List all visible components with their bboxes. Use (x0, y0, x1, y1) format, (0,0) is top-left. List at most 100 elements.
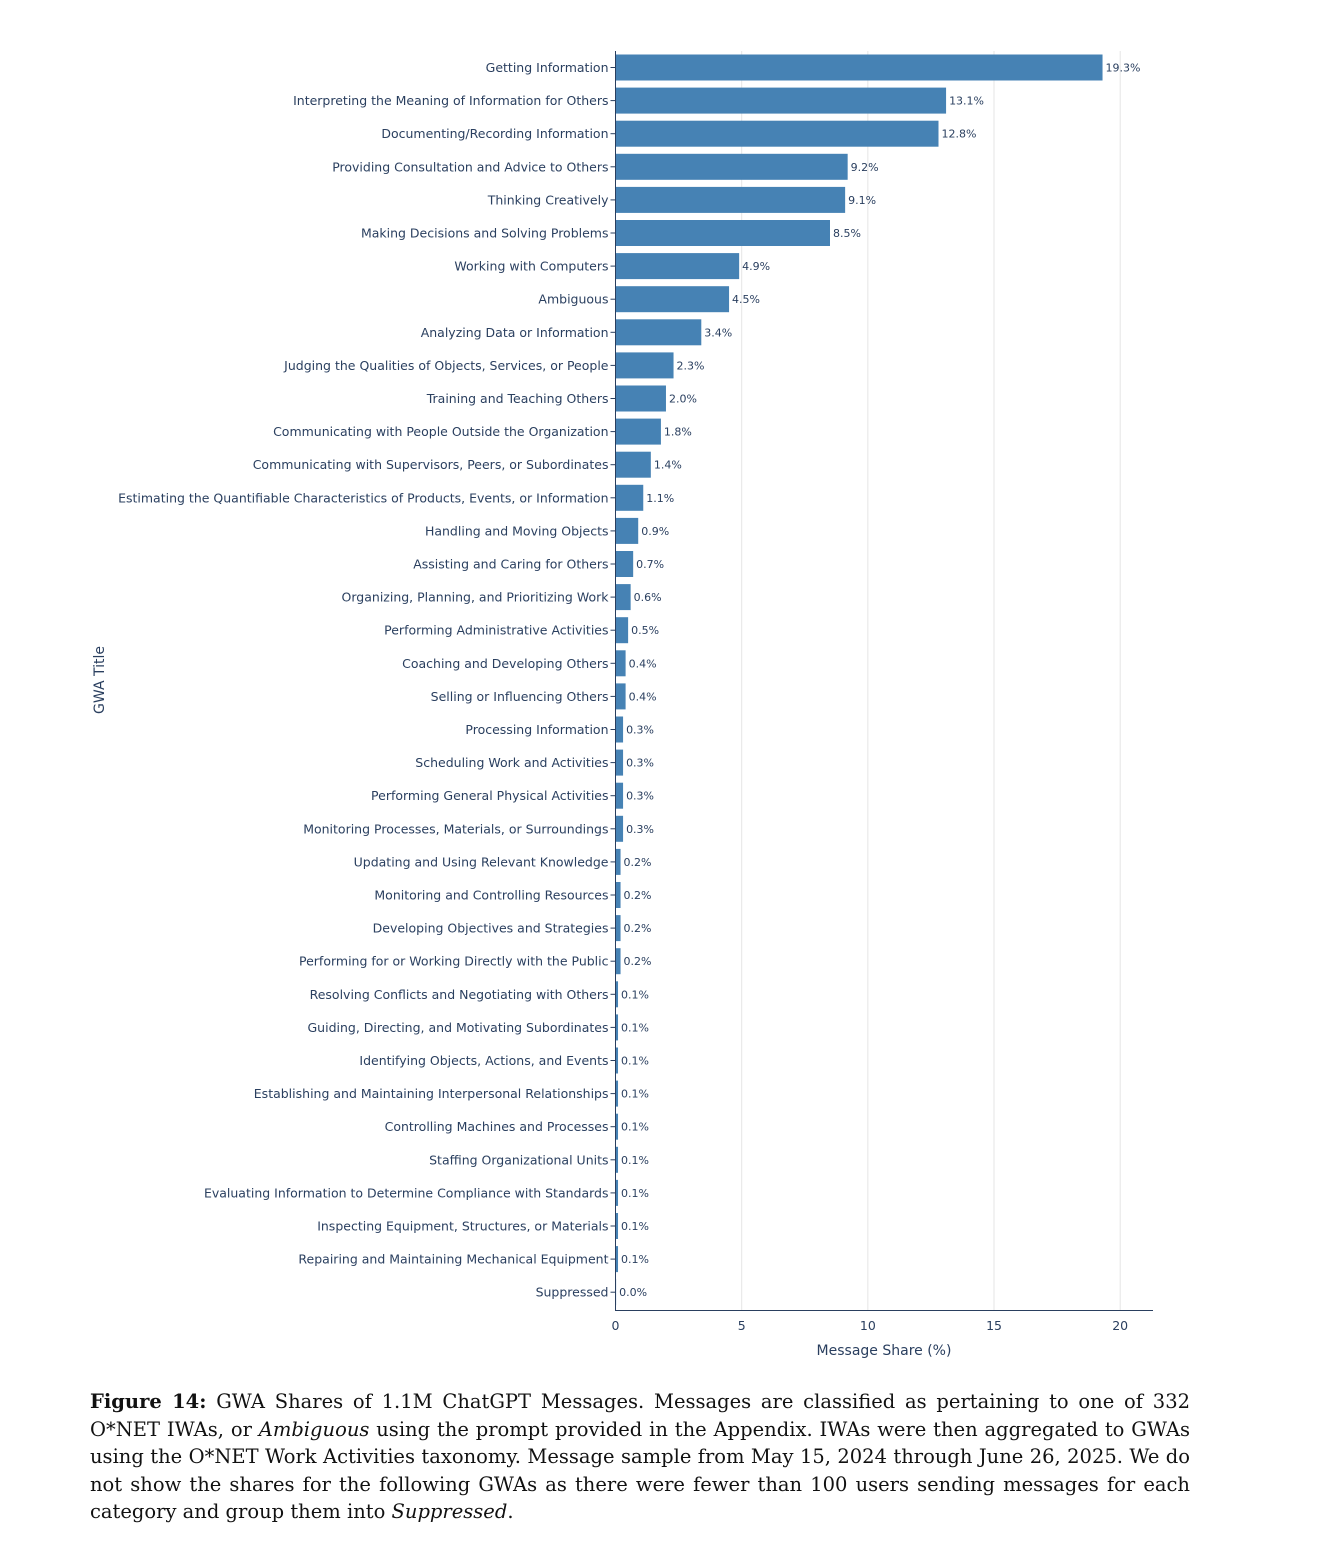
category-label: Organizing, Planning, and Prioritizing W… (342, 590, 610, 605)
data-label: 2.0% (669, 393, 697, 406)
category-label: Performing Administrative Activities (384, 623, 608, 638)
bar (615, 782, 624, 809)
category-label: Documenting/Recording Information (381, 126, 608, 141)
category-label: Communicating with Supervisors, Peers, o… (253, 457, 609, 472)
bar (615, 551, 634, 577)
caption-text-2: using the prompt provided in the Appendi… (90, 1417, 1190, 1524)
x-axis-title: Message Share (%) (817, 1343, 952, 1359)
data-label: 0.1% (621, 1154, 649, 1167)
data-label: 0.1% (621, 1088, 649, 1101)
data-label: 3.4% (704, 326, 732, 339)
bars (615, 54, 1103, 1306)
category-label: Getting Information (486, 60, 609, 75)
data-label: 0.6% (634, 591, 662, 604)
category-label: Monitoring and Controlling Resources (374, 888, 608, 903)
category-label: Training and Teaching Others (426, 391, 609, 406)
category-label: Inspecting Equipment, Structures, or Mat… (317, 1219, 608, 1234)
data-label: 8.5% (833, 227, 861, 240)
category-label: Making Decisions and Solving Problems (361, 226, 609, 241)
category-label: Analyzing Data or Information (421, 325, 609, 340)
category-label: Processing Information (465, 722, 608, 737)
category-label: Guiding, Directing, and Motivating Subor… (307, 1020, 608, 1035)
bar (615, 683, 626, 710)
x-tick-label: 15 (986, 1318, 1002, 1333)
bar (615, 584, 631, 611)
category-label: Working with Computers (454, 259, 608, 274)
category-label: Scheduling Work and Activities (415, 755, 608, 770)
bar (615, 186, 846, 213)
data-label: 0.3% (626, 757, 654, 770)
category-label: Resolving Conflicts and Negotiating with… (310, 987, 609, 1002)
x-tick-label: 10 (860, 1318, 876, 1333)
bar (615, 54, 1103, 81)
bar (615, 286, 730, 313)
bar (615, 848, 621, 875)
data-label: 0.0% (619, 1286, 647, 1299)
category-label: Developing Objectives and Strategies (373, 921, 609, 936)
category-label: Performing for or Working Directly with … (299, 954, 609, 969)
bar (615, 1146, 619, 1173)
bar (615, 1080, 619, 1107)
data-label: 9.1% (848, 194, 876, 207)
data-label: 0.1% (621, 1121, 649, 1134)
category-label: Assisting and Caring for Others (413, 557, 608, 572)
bar (615, 650, 626, 677)
data-label: 0.5% (631, 624, 659, 637)
category-label: Selling or Influencing Others (431, 689, 609, 704)
category-label: Monitoring Processes, Materials, or Surr… (303, 821, 608, 836)
bar (615, 87, 947, 114)
bar (615, 517, 639, 544)
category-label: Ambiguous (538, 292, 608, 307)
data-label: 0.3% (626, 790, 654, 803)
data-label: 2.3% (677, 359, 705, 372)
data-label: 0.1% (621, 1253, 649, 1266)
bar (615, 1179, 619, 1206)
data-label: 0.3% (626, 724, 654, 737)
caption-ambiguous: Ambiguous (258, 1417, 370, 1441)
data-label: 1.4% (654, 459, 682, 472)
bar (615, 915, 621, 942)
data-label: 4.9% (742, 260, 770, 273)
bar (615, 1113, 619, 1140)
category-label: Providing Consultation and Advice to Oth… (332, 159, 608, 174)
x-tick-label: 20 (1112, 1318, 1128, 1333)
category-label: Staffing Organizational Units (429, 1152, 608, 1167)
axes (615, 51, 1153, 1311)
data-label: 0.2% (624, 889, 652, 902)
category-label: Judging the Qualities of Objects, Servic… (283, 358, 609, 373)
category-label: Estimating the Quantifiable Characterist… (118, 490, 608, 505)
value-labels: 19.3% 13.1% 12.8% 9.2% 9.1% 8.5% 4.9% 4.5% 3.4% 2… (619, 62, 1140, 1300)
x-tick-labels: 0 5 10 15 20 (612, 1318, 1129, 1333)
data-label: 0.2% (624, 922, 652, 935)
caption-suppressed: Suppressed (391, 1500, 508, 1523)
category-label: Communicating with People Outside the Or… (273, 424, 608, 439)
data-label: 0.1% (621, 988, 649, 1001)
y-axis-title: GWA Title (92, 646, 108, 714)
bar (615, 418, 661, 445)
bar (615, 815, 624, 842)
data-label: 19.3% (1106, 62, 1141, 75)
bar (615, 948, 621, 975)
data-label: 9.2% (851, 161, 879, 174)
data-label: 12.8% (942, 128, 977, 141)
category-label: Repairing and Maintaining Mechanical Equ… (298, 1252, 608, 1267)
bar (615, 220, 830, 246)
bar (615, 352, 674, 379)
data-label: 0.4% (629, 690, 657, 703)
gwa-bar-chart: Getting Information Interpreting the Mean… (92, 51, 1153, 1359)
caption-text-3: . (507, 1500, 514, 1523)
category-labels: Getting Information Interpreting the Mean… (118, 60, 616, 1300)
x-tick-label: 0 (612, 1318, 620, 1333)
bar (615, 451, 651, 478)
data-label: 0.1% (621, 1187, 649, 1200)
caption-text-1: GWA Shares of 1.1M ChatGPT Messages. Mes… (90, 1390, 1191, 1441)
data-label: 0.1% (621, 1055, 649, 1068)
category-label: Controlling Machines and Processes (385, 1119, 609, 1134)
bar (615, 1014, 619, 1041)
category-label: Handling and Moving Objects (425, 523, 609, 538)
category-label: Thinking Creatively (487, 192, 609, 207)
category-label: Performing General Physical Activities (371, 788, 608, 803)
figure-caption: Figure 14: GWA Shares of 1.1M ChatGPT Me… (90, 1388, 1190, 1526)
bar (615, 749, 624, 776)
bar (615, 882, 621, 908)
